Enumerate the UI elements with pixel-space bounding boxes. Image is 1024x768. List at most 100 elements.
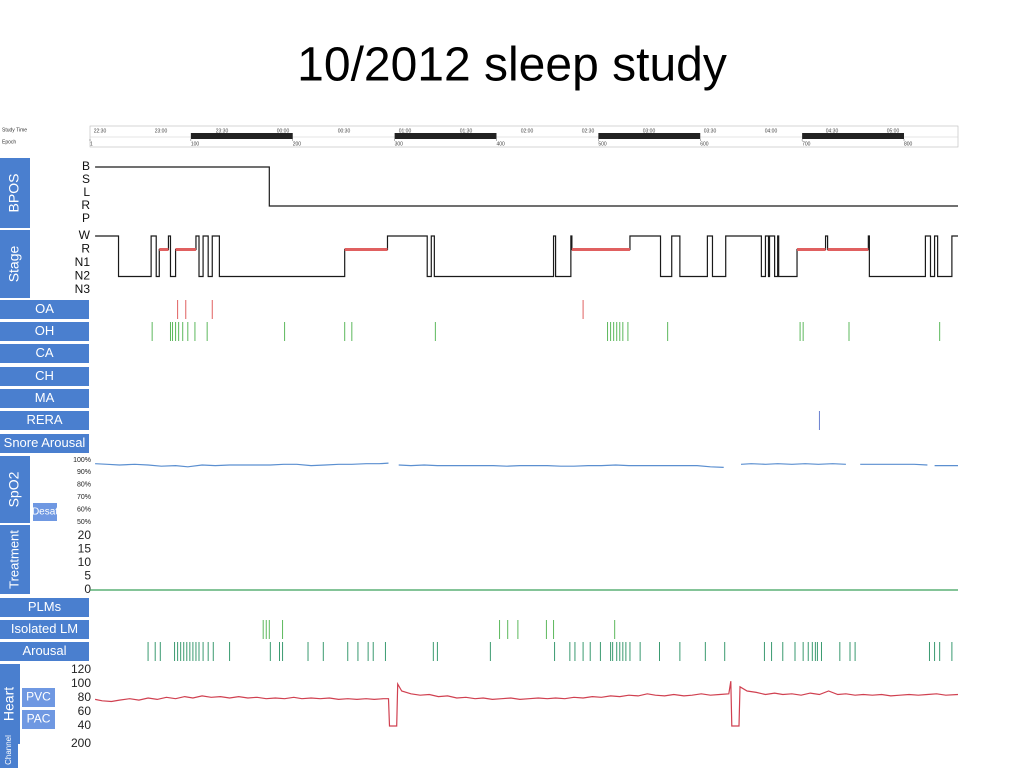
time-label: 02:00 <box>521 128 534 134</box>
slide-title: 10/2012 sleep study <box>297 39 727 92</box>
timeline-bar <box>190 133 293 139</box>
panel-label-box <box>0 300 89 319</box>
y-tick-label: 0 <box>84 582 91 596</box>
panel-label: RERA <box>26 412 62 427</box>
time-label: 05:00 <box>887 128 900 134</box>
time-label: 22:30 <box>94 128 107 134</box>
panel-label-box <box>0 230 30 298</box>
y-tick-label: 80 <box>78 690 92 704</box>
level-label: B <box>82 159 90 173</box>
panel-label: Snore Arousal <box>4 435 86 450</box>
study-time-label: Study Time <box>2 127 27 133</box>
panel-label: PVC <box>26 690 51 704</box>
timeline-bar <box>802 133 905 139</box>
y-tick-label: 60% <box>77 506 91 513</box>
panel-label: Isolated LM <box>11 621 78 636</box>
level-label: S <box>82 172 90 186</box>
panel-label-box <box>22 710 55 729</box>
panel-label-box <box>0 456 30 523</box>
level-label: N2 <box>75 269 91 283</box>
time-label: 03:00 <box>643 128 656 134</box>
panel-label: Desat <box>32 507 58 518</box>
panel-label: MA <box>35 390 55 405</box>
level-label: N1 <box>75 255 91 269</box>
level-label: L <box>83 185 90 199</box>
panel-label: OA <box>35 301 54 316</box>
panel-label-box <box>33 503 57 521</box>
y-tick-label: 50% <box>77 519 91 526</box>
epoch-tick-label: 500 <box>598 141 607 147</box>
panel-label: Stage <box>6 245 22 282</box>
y-tick-label: 90% <box>77 469 91 476</box>
epoch-tick-label: 800 <box>904 141 913 147</box>
epoch-tick-label: 600 <box>700 141 709 147</box>
panel-label: CA <box>35 345 53 360</box>
panel-label-box <box>0 389 89 408</box>
panel-label-box <box>0 664 20 744</box>
time-label: 04:00 <box>765 128 778 134</box>
signal-trace <box>95 462 958 468</box>
panel-label-box <box>0 620 89 639</box>
level-label: P <box>82 211 90 225</box>
panel-label-box <box>0 322 89 341</box>
level-label: W <box>79 228 91 242</box>
panel-label-box <box>0 344 89 363</box>
panel-label-box <box>0 411 89 430</box>
epoch-tick-label: 1 <box>90 141 93 147</box>
time-label: 23:00 <box>155 128 168 134</box>
panel-label-box <box>0 525 30 594</box>
panel-label: CH <box>35 368 54 383</box>
timeline-bar <box>394 133 497 139</box>
panel-label: BPOS <box>6 174 22 213</box>
time-label: 00:00 <box>277 128 290 134</box>
y-tick-label: 80% <box>77 482 91 489</box>
epoch-tick-label: 700 <box>802 141 811 147</box>
y-tick-label: 5 <box>84 569 91 583</box>
time-label: 01:00 <box>399 128 412 134</box>
time-label: 01:30 <box>460 128 473 134</box>
y-tick-label: 200 <box>71 736 91 750</box>
panel-label: SpO2 <box>6 471 22 507</box>
level-trace <box>95 166 958 207</box>
y-tick-label: 100% <box>73 457 91 464</box>
level-label: R <box>81 242 90 256</box>
panel-label-box <box>0 598 89 617</box>
level-trace <box>95 235 958 278</box>
y-tick-label: 10 <box>78 555 92 569</box>
level-label: R <box>81 198 90 212</box>
panel-label: Treatment <box>6 530 21 589</box>
panel-label-box <box>0 434 89 453</box>
y-tick-label: 100 <box>71 676 91 690</box>
time-label: 23:30 <box>216 128 229 134</box>
y-tick-label: 40 <box>78 718 92 732</box>
timeline-bar <box>598 133 701 139</box>
epoch-label: Epoch <box>2 139 16 145</box>
signal-trace <box>94 681 959 727</box>
panel-label: Channel <box>4 735 13 765</box>
panel-label-box <box>0 367 89 386</box>
panel-label: PLMs <box>28 599 62 614</box>
panel-label-box <box>0 642 89 661</box>
panel-label: OH <box>35 323 55 338</box>
panel-label: Arousal <box>22 643 66 658</box>
y-tick-label: 20 <box>78 528 92 542</box>
epoch-tick-label: 400 <box>496 141 505 147</box>
y-tick-label: 70% <box>77 494 91 501</box>
y-tick-label: 60 <box>78 704 92 718</box>
timeline-frame <box>89 125 959 148</box>
panel-label: PAC <box>27 712 51 726</box>
panel-label-box <box>0 732 18 768</box>
time-label: 04:30 <box>826 128 839 134</box>
epoch-tick-label: 300 <box>395 141 404 147</box>
epoch-tick-label: 200 <box>293 141 302 147</box>
level-label: N3 <box>75 282 91 296</box>
y-tick-label: 120 <box>71 662 91 676</box>
y-tick-label: 15 <box>78 542 92 556</box>
epoch-tick-label: 100 <box>191 141 200 147</box>
time-label: 03:30 <box>704 128 717 134</box>
panel-label-box <box>22 688 55 707</box>
time-label: 00:30 <box>338 128 351 134</box>
panel-label-box <box>0 158 30 228</box>
